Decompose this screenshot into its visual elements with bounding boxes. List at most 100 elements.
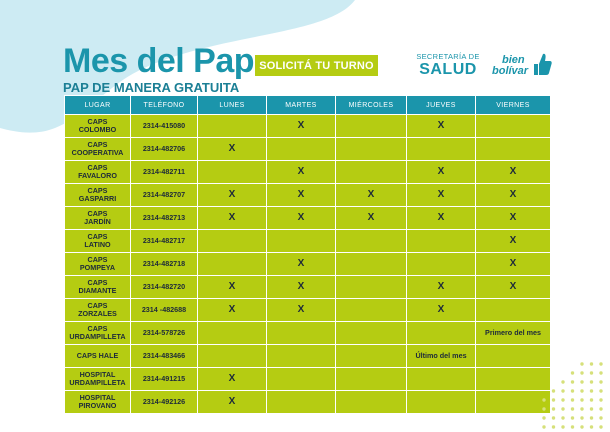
decorative-dot (551, 407, 556, 411)
cell-lunes (197, 321, 267, 345)
cell-telefono: 2314-415080 (130, 114, 198, 138)
column-header-lugar: LUGAR (64, 95, 131, 115)
decorative-dot (551, 398, 556, 402)
decorative-dot (542, 416, 546, 420)
available-mark: X (437, 188, 445, 200)
lugar-line1: CAPS (87, 162, 108, 172)
available-mark: X (509, 165, 517, 177)
lugar-line1: CAPS (87, 277, 108, 287)
cell-viernes: X (475, 275, 551, 299)
cell-martes (266, 321, 336, 345)
lugar-line1: CAPS (87, 185, 108, 195)
cell-jueves: X (406, 183, 476, 207)
cell-miercoles: X (335, 183, 407, 207)
table-row: CAPS URDAMPILLETA 2314-578726 Primero del m… (64, 321, 551, 345)
decorative-dot (599, 371, 603, 375)
cell-telefono: 2314-482706 (130, 137, 198, 161)
available-mark: X (228, 211, 236, 223)
cell-miercoles (335, 137, 407, 161)
column-header-viernes: VIERNES (475, 95, 551, 115)
lugar-line2: LATINO (84, 240, 111, 249)
decorative-dot (542, 425, 546, 429)
decorative-dot (561, 380, 565, 384)
cell-lugar: CAPS COLOMBO (64, 114, 131, 138)
decorative-dot (561, 389, 565, 393)
decorative-dots (542, 362, 603, 429)
lugar-line2: DIAMANTE (78, 286, 117, 295)
lugar-line1: CAPS (87, 300, 108, 310)
secretaria-logo-name: SALUD (419, 61, 477, 78)
cell-lugar: CAPS ZORZALES (64, 298, 131, 322)
available-mark: X (228, 303, 236, 315)
decorative-dot (599, 416, 603, 420)
cell-jueves (406, 252, 476, 276)
table-row: CAPS ZORZALES 2314 -482688 X X X (64, 298, 551, 322)
cell-lugar: CAPS GASPARRI (64, 183, 131, 207)
cell-jueves (406, 367, 476, 391)
cell-miercoles: X (335, 206, 407, 230)
decorative-dot (570, 416, 575, 420)
cell-lugar: CAPS DIAMANTE (64, 275, 131, 299)
bolivar-logo-word: bolívar (492, 65, 529, 77)
available-mark: X (228, 372, 236, 384)
cell-lunes: X (197, 390, 267, 414)
cell-miercoles (335, 321, 407, 345)
decorative-dot (599, 425, 603, 429)
cell-lugar: HOSPITAL PIROVANO (64, 390, 131, 414)
cell-lunes: X (197, 367, 267, 391)
cell-jueves: X (406, 206, 476, 230)
available-mark: X (228, 280, 236, 292)
decorative-dot (570, 371, 575, 375)
page-title: Mes del Pap (63, 42, 255, 80)
cell-jueves: X (406, 160, 476, 184)
decorative-dot (561, 416, 565, 420)
lugar-line2: PIROVANO (78, 401, 117, 410)
decorative-dot (580, 380, 584, 384)
secretaria-salud-logo: SECRETARÍA DE SALUD (415, 52, 481, 79)
cell-miercoles (335, 114, 407, 138)
column-header-jueves: JUEVES (406, 95, 476, 115)
cell-miercoles (335, 275, 407, 299)
decorative-dot (589, 425, 594, 429)
available-mark: X (437, 303, 445, 315)
decorative-dot (551, 416, 556, 420)
decorative-dot (570, 380, 575, 384)
decorative-dot (551, 425, 556, 429)
cell-martes (266, 390, 336, 414)
lugar-line1: HOSPITAL (79, 392, 116, 402)
cell-lugar: HOSPITAL URDAMPILLETA (64, 367, 131, 391)
decorative-dot (580, 425, 584, 429)
decorative-dot (580, 416, 584, 420)
cell-jueves: X (406, 114, 476, 138)
cell-viernes (475, 367, 551, 391)
cell-martes: X (266, 160, 336, 184)
cell-lunes: X (197, 137, 267, 161)
cell-lugar: CAPS HALE (64, 344, 131, 368)
available-mark: X (297, 188, 305, 200)
decorative-dot (580, 407, 584, 411)
table-header-row: LUGAR TELÉFONO LUNES MARTES MIÉRCOLES JU… (64, 95, 551, 115)
available-mark: X (509, 188, 517, 200)
decorative-dot (599, 380, 603, 384)
solicita-turno-button[interactable]: SOLICITÁ TU TURNO (255, 55, 378, 76)
decorative-dot (542, 398, 546, 402)
lugar-line1: HOSPITAL (79, 369, 116, 379)
decorative-dot (570, 389, 575, 393)
decorative-dot (561, 398, 565, 402)
cell-martes: X (266, 183, 336, 207)
cell-jueves: X (406, 298, 476, 322)
cell-martes: X (266, 252, 336, 276)
cell-lunes: X (197, 206, 267, 230)
cell-lugar: CAPS FAVALORO (64, 160, 131, 184)
schedule-table: LUGAR TELÉFONO LUNES MARTES MIÉRCOLES JU… (64, 95, 551, 414)
decorative-dot (570, 398, 575, 402)
secretaria-logo-line: SECRETARÍA DE (416, 52, 480, 61)
decorative-dot (589, 389, 594, 393)
lugar-line2: POMPEYA (79, 263, 116, 272)
cell-lugar: CAPS COOPERATIVA (64, 137, 131, 161)
available-mark: X (297, 280, 305, 292)
table-row: HOSPITAL URDAMPILLETA 2314-491215 X (64, 367, 551, 391)
cell-telefono: 2314-482717 (130, 229, 198, 253)
table-row: HOSPITAL PIROVANO 2314-492126 X (64, 390, 551, 414)
available-mark: X (297, 119, 305, 131)
